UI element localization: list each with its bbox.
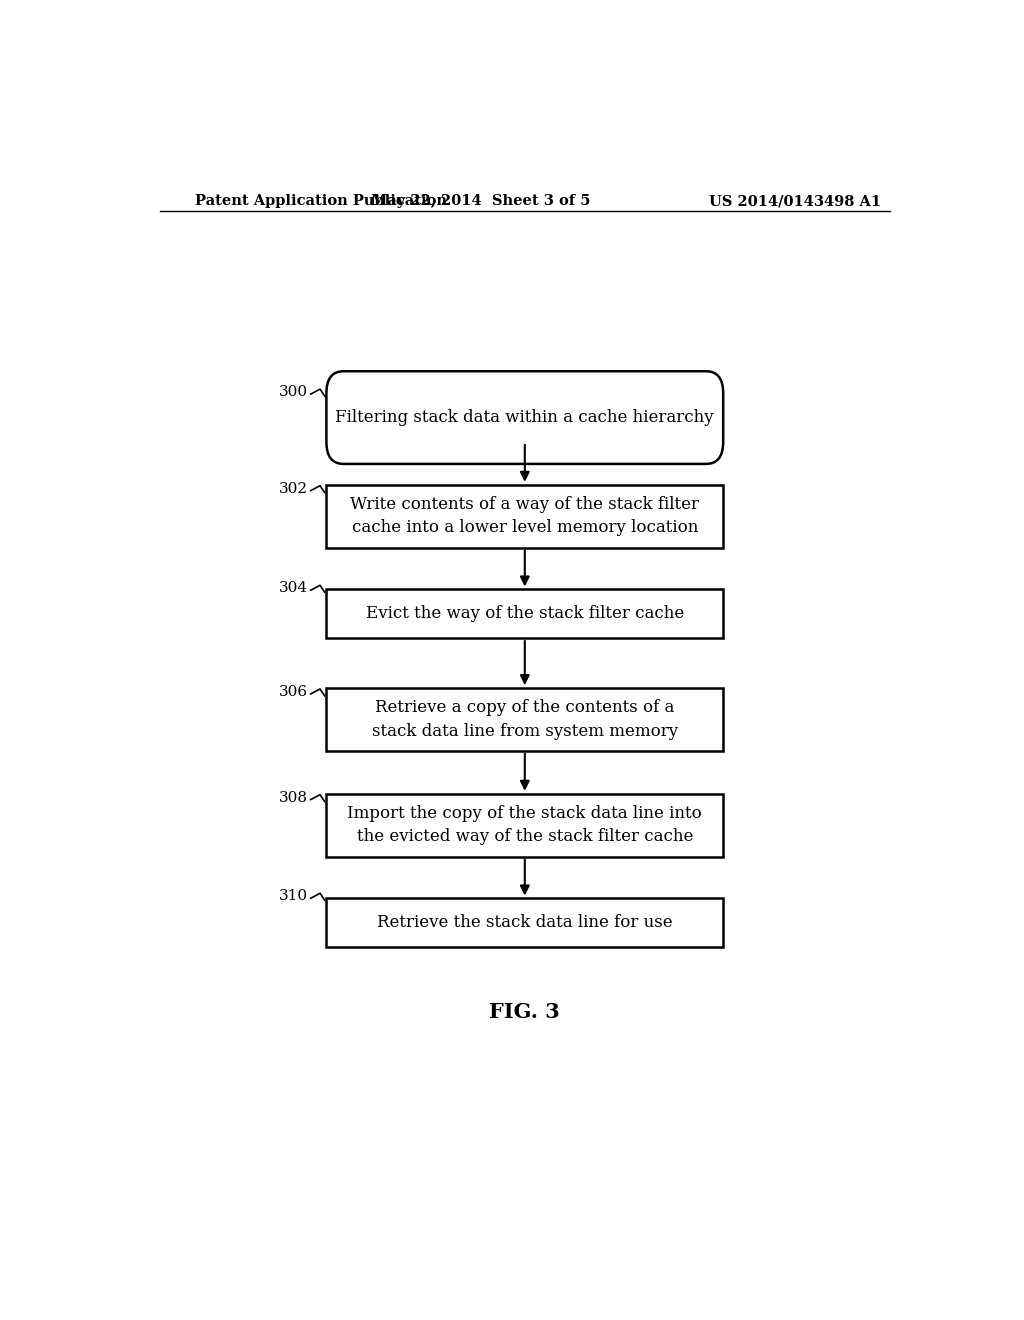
Bar xyxy=(327,688,723,751)
Text: FIG. 3: FIG. 3 xyxy=(489,1002,560,1022)
Text: Import the copy of the stack data line into
the evicted way of the stack filter : Import the copy of the stack data line i… xyxy=(347,805,702,845)
Text: 300: 300 xyxy=(279,385,308,399)
Bar xyxy=(327,589,723,638)
Text: Patent Application Publication: Patent Application Publication xyxy=(196,194,447,209)
Text: May 22, 2014  Sheet 3 of 5: May 22, 2014 Sheet 3 of 5 xyxy=(372,194,591,209)
Text: 306: 306 xyxy=(279,685,308,700)
Text: 304: 304 xyxy=(279,581,308,595)
Text: Filtering stack data within a cache hierarchy: Filtering stack data within a cache hier… xyxy=(336,409,714,426)
Text: Write contents of a way of the stack filter
cache into a lower level memory loca: Write contents of a way of the stack fil… xyxy=(350,496,699,536)
Text: 308: 308 xyxy=(280,791,308,805)
FancyBboxPatch shape xyxy=(327,371,723,463)
Bar xyxy=(327,899,723,948)
Bar xyxy=(327,484,723,548)
Bar xyxy=(327,793,723,857)
Text: US 2014/0143498 A1: US 2014/0143498 A1 xyxy=(709,194,881,209)
Text: Evict the way of the stack filter cache: Evict the way of the stack filter cache xyxy=(366,606,684,622)
Text: Retrieve a copy of the contents of a
stack data line from system memory: Retrieve a copy of the contents of a sta… xyxy=(372,700,678,739)
Text: Retrieve the stack data line for use: Retrieve the stack data line for use xyxy=(377,915,673,931)
Text: 310: 310 xyxy=(279,890,308,903)
Text: 302: 302 xyxy=(279,482,308,496)
